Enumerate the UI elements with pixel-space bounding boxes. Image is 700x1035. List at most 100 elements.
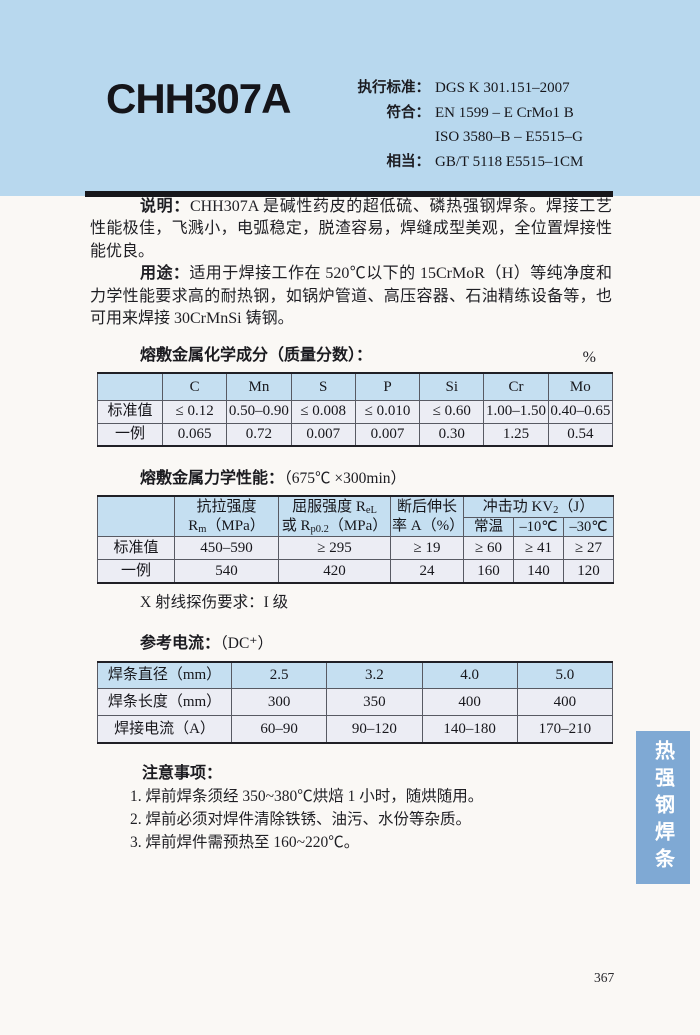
table-cell: ≤ 0.010 xyxy=(354,399,421,424)
mechanical-title-note: （675℃ ×300min） xyxy=(284,470,406,488)
table-cell: ≥ 19 xyxy=(390,536,464,561)
standards-list: 执行标准： DGS K 301.151–2007 符合： EN 1599 – E… xyxy=(348,76,584,174)
table-row: 标准值 450–590 ≥ 295 ≥ 19 ≥ 60 ≥ 41 ≥ 27 xyxy=(97,536,614,561)
column-header: Cr xyxy=(483,372,549,401)
product-title: CHH307A xyxy=(106,75,291,122)
column-header: S xyxy=(290,372,356,401)
table-row: 一例 540 420 24 160 140 120 xyxy=(97,559,614,584)
mechanical-table: 抗拉强度 Rm（MPa） 屈服强度 ReL 或 Rp0.2（MPa） 断后伸长率 A… xyxy=(97,495,614,584)
section-title-mechanical: 熔敷金属力学性能：（675℃ ×300min） xyxy=(140,470,406,488)
standard-label: 执行标准： xyxy=(357,80,431,96)
column-header: 5.0 xyxy=(516,661,614,690)
chemical-title-row: 熔敷金属化学成分（质量分数）： % xyxy=(90,345,612,367)
column-header: 4.0 xyxy=(421,661,518,690)
table-cell: ≥ 41 xyxy=(513,536,564,561)
table-cell: 400 xyxy=(421,688,518,717)
column-header: 3.2 xyxy=(326,661,423,690)
column-header: –30℃ xyxy=(563,516,614,538)
table-cell: 400 xyxy=(516,688,614,717)
standard-value: ISO 3580–B – E5515–G xyxy=(435,129,583,145)
note-item: 3. 焊前焊件需预热至 160~220℃。 xyxy=(130,833,360,851)
table-cell: ≤ 0.60 xyxy=(419,399,485,424)
impact-subheader-row: 常温 –10℃ –30℃ xyxy=(98,516,614,538)
column-header-impact: 冲击功 KV2（J） xyxy=(463,495,614,518)
header-banner: CHH307A 执行标准： DGS K 301.151–2007 符合： EN … xyxy=(0,0,700,197)
column-header: –10℃ xyxy=(513,516,564,538)
section-title-current: 参考电流：（DC⁺） xyxy=(140,634,273,652)
table-cell: 60–90 xyxy=(230,715,328,744)
column-header: Mn xyxy=(226,372,292,401)
table-row: 标准值 ≤ 0.12 0.50–0.90 ≤ 0.008 ≤ 0.010 ≤ 0… xyxy=(97,399,614,424)
table-row: 焊条长度（mm） 300 350 400 400 xyxy=(97,688,614,717)
table-cell: 170–210 xyxy=(516,715,614,744)
table-cell: 0.007 xyxy=(290,422,356,447)
standard-value: GB/T 5118 E5515–1CM xyxy=(435,153,584,170)
note-item: 1. 焊前焊条须经 350~380℃烘焙 1 小时，随烘随用。 xyxy=(130,787,484,805)
description-paragraph: 说明：CHH307A 是碱性药皮的超低硫、磷热强钢焊条。焊接工艺性能极佳，飞溅小… xyxy=(90,196,612,263)
column-header-tensile: 抗拉强度 Rm（MPa） xyxy=(174,495,279,538)
description-label: 说明： xyxy=(140,198,190,215)
column-header: 常温 xyxy=(463,516,514,538)
page-number: 367 xyxy=(594,970,615,985)
table-cell: 90–120 xyxy=(326,715,423,744)
column-header: Mo xyxy=(547,372,614,401)
row-label: 标准值 xyxy=(97,399,163,424)
table-cell: 24 xyxy=(390,559,464,584)
current-title-note: （DC⁺） xyxy=(220,634,273,652)
table-cell: 0.065 xyxy=(161,422,228,447)
notes-section: 注意事项： 1. 焊前焊条须经 350~380℃烘焙 1 小时，随烘随用。 2.… xyxy=(90,763,612,854)
table-cell: 140 xyxy=(513,559,564,584)
table-cell: ≤ 0.12 xyxy=(161,399,228,424)
column-header: 2.5 xyxy=(230,661,328,690)
usage-text: 适用于焊接工作在 520℃以下的 15CrMoR（H）等纯净度和力学性能要求高的… xyxy=(90,265,612,328)
table-corner-cell xyxy=(97,495,175,538)
table-cell: ≥ 295 xyxy=(278,536,391,561)
standard-label: 相当： xyxy=(386,153,431,170)
row-label: 焊条直径（mm） xyxy=(97,661,232,690)
standard-value: EN 1599 – E CrMo1 B xyxy=(435,104,574,121)
table-cell: 0.50–0.90 xyxy=(226,399,292,424)
description-text: CHH307A 是碱性药皮的超低硫、磷热强钢焊条。焊接工艺性能极佳，飞溅小，电弧… xyxy=(90,198,612,260)
current-header-row: 焊条直径（mm） 2.5 3.2 4.0 5.0 xyxy=(97,661,614,690)
table-cell: 0.54 xyxy=(547,422,614,447)
note-item: 2. 焊前必须对焊件清除铁锈、油污、水份等杂质。 xyxy=(130,810,472,828)
notes-title: 注意事项： xyxy=(142,764,223,782)
table-cell: 140–180 xyxy=(421,715,518,744)
standard-value: DGS K 301.151–2007 xyxy=(435,80,570,96)
table-corner-cell xyxy=(97,372,163,401)
column-header: Si xyxy=(419,372,485,401)
row-label: 焊接电流（A） xyxy=(97,715,232,744)
chemical-header-row: C Mn S P Si Cr Mo xyxy=(97,372,614,401)
table-row: 焊接电流（A） 60–90 90–120 140–180 170–210 xyxy=(97,715,614,744)
table-cell: 1.00–1.50 xyxy=(483,399,549,424)
table-cell: 160 xyxy=(463,559,514,584)
mechanical-header-row: 抗拉强度 Rm（MPa） 屈服强度 ReL 或 Rp0.2（MPa） 断后伸长率 A… xyxy=(97,495,614,538)
table-cell: ≥ 60 xyxy=(463,536,514,561)
column-header: P xyxy=(354,372,421,401)
table-cell: 0.40–0.65 xyxy=(547,399,614,424)
chemical-table: C Mn S P Si Cr Mo 标准值 ≤ 0.12 0.50–0.90 ≤… xyxy=(97,372,614,448)
table-cell: 350 xyxy=(326,688,423,717)
xray-requirement: X 射线探伤要求：I 级 xyxy=(140,593,289,611)
table-cell: 420 xyxy=(278,559,391,584)
table-cell: 300 xyxy=(230,688,328,717)
row-label: 一例 xyxy=(97,422,163,447)
section-title-chemical: 熔敷金属化学成分（质量分数）： xyxy=(140,347,373,365)
table-cell: 120 xyxy=(563,559,614,584)
table-cell: 0.30 xyxy=(419,422,485,447)
row-label: 一例 xyxy=(97,559,175,584)
row-label: 标准值 xyxy=(97,536,175,561)
table-cell: 540 xyxy=(174,559,279,584)
table-row: 一例 0.065 0.72 0.007 0.007 0.30 1.25 0.54 xyxy=(97,422,614,447)
column-header-yield: 屈服强度 ReL 或 Rp0.2（MPa） xyxy=(278,495,391,538)
chemical-unit: % xyxy=(582,349,596,367)
table-cell: ≥ 27 xyxy=(563,536,614,561)
main-content: 说明：CHH307A 是碱性药皮的超低硫、磷热强钢焊条。焊接工艺性能极佳，飞溅小… xyxy=(0,196,700,854)
column-header: C xyxy=(161,372,228,401)
column-header-elongation: 断后伸长率 A（%） xyxy=(390,495,464,538)
current-table: 焊条直径（mm） 2.5 3.2 4.0 5.0 焊条长度（mm） 300 35… xyxy=(97,660,614,744)
table-cell: 0.72 xyxy=(226,422,292,447)
table-cell: 0.007 xyxy=(354,422,421,447)
usage-paragraph: 用途：适用于焊接工作在 520℃以下的 15CrMoR（H）等纯净度和力学性能要… xyxy=(90,263,612,330)
standard-label: 符合： xyxy=(386,104,431,121)
